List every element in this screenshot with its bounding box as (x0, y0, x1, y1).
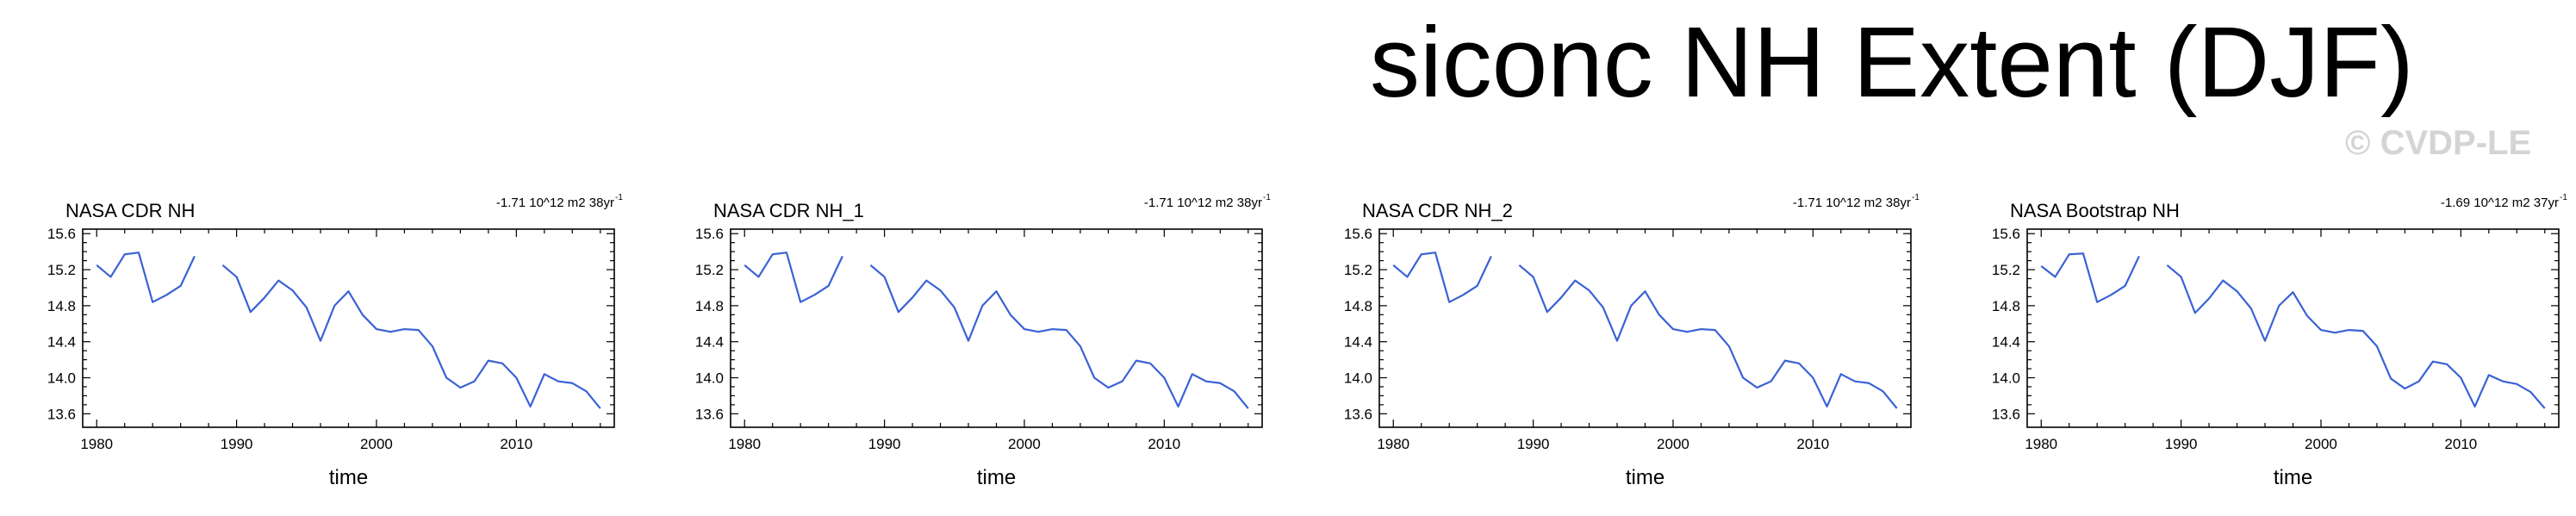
y-tick-label: 14.4 (47, 334, 76, 351)
x-tick-label: 2010 (2444, 436, 2477, 452)
x-axis-label: time (2274, 466, 2312, 489)
panel-title: NASA CDR NH_2 (1362, 200, 1513, 221)
y-tick-label: 15.6 (695, 226, 724, 242)
panel-title: NASA Bootstrap NH (2010, 200, 2180, 221)
y-tick-label: 14.8 (1344, 298, 1372, 314)
x-tick-label: 1990 (1517, 436, 1550, 452)
series-line (744, 252, 1249, 409)
y-tick-label: 14.8 (695, 298, 724, 314)
x-tick-label: 1990 (868, 436, 901, 452)
y-tick-label: 14.4 (1992, 334, 2020, 351)
y-tick-label: 15.6 (1992, 226, 2020, 242)
y-tick-label: 13.6 (1344, 406, 1372, 422)
x-axis-label: time (1626, 466, 1664, 489)
trend-superscript: -1 (615, 193, 623, 202)
y-tick-label: 14.0 (1992, 370, 2020, 387)
x-tick-label: 2000 (2305, 436, 2337, 452)
trend-superscript: -1 (1912, 193, 1920, 202)
x-tick-label: 2000 (360, 436, 393, 452)
series-line (1392, 252, 1898, 409)
x-tick-label: 1980 (1377, 436, 1409, 452)
watermark: © CVDP-LE (2345, 124, 2532, 162)
x-axis-label: time (329, 466, 368, 489)
x-tick-label: 2000 (1008, 436, 1041, 452)
figure-title: siconc NH Extent (DJF) (1370, 6, 2414, 118)
trend-label: -1.71 10^12 m2 38yr (496, 196, 614, 210)
y-tick-label: 13.6 (47, 406, 76, 422)
x-tick-label: 1990 (2165, 436, 2198, 452)
y-tick-label: 14.4 (1344, 334, 1372, 351)
trend-superscript: -1 (1263, 193, 1271, 202)
series-line (2040, 252, 2546, 409)
x-tick-label: 1980 (728, 436, 761, 452)
chart-panel-2: NASA CDR NH_1 -1.71 10^12 m2 38yr -1 13.6 14… (695, 193, 1271, 489)
y-tick-label: 15.6 (47, 226, 76, 242)
y-tick-label: 14.4 (695, 334, 724, 351)
chart-panel-1: NASA CDR NH -1.71 10^12 m2 38yr -1 13.6 14.0… (47, 193, 623, 489)
panel-title: NASA CDR NH_1 (713, 200, 864, 221)
trend-label: -1.71 10^12 m2 38yr (1144, 196, 1262, 210)
x-tick-label: 1980 (2025, 436, 2057, 452)
x-axis-label: time (977, 466, 1016, 489)
y-tick-label: 14.8 (1992, 298, 2020, 314)
x-tick-label: 2010 (1796, 436, 1829, 452)
y-tick-label: 15.2 (695, 262, 724, 278)
y-tick-label: 14.0 (47, 370, 76, 387)
panel-title: NASA CDR NH (65, 200, 195, 221)
chart-panel-3: NASA CDR NH_2 -1.71 10^12 m2 38yr -1 13.6 14… (1344, 193, 1920, 489)
y-tick-label: 15.6 (1344, 226, 1372, 242)
y-tick-label: 14.0 (695, 370, 724, 387)
y-tick-label: 15.2 (1344, 262, 1372, 278)
y-tick-label: 14.8 (47, 298, 76, 314)
trend-superscript: -1 (2560, 193, 2567, 202)
x-tick-label: 2010 (1148, 436, 1180, 452)
trend-label: -1.69 10^12 m2 37yr (2441, 196, 2559, 210)
y-tick-label: 15.2 (47, 262, 76, 278)
x-tick-label: 2000 (1657, 436, 1689, 452)
y-tick-label: 14.0 (1344, 370, 1372, 387)
x-tick-label: 2010 (500, 436, 532, 452)
series-line (96, 252, 601, 409)
y-tick-label: 13.6 (1992, 406, 2020, 422)
x-tick-label: 1990 (221, 436, 253, 452)
x-tick-label: 1980 (80, 436, 113, 452)
trend-label: -1.71 10^12 m2 38yr (1793, 196, 1911, 210)
chart-panel-4: NASA Bootstrap NH -1.69 10^12 m2 37yr -1 13… (1992, 193, 2567, 489)
y-tick-label: 15.2 (1992, 262, 2020, 278)
y-tick-label: 13.6 (695, 406, 724, 422)
